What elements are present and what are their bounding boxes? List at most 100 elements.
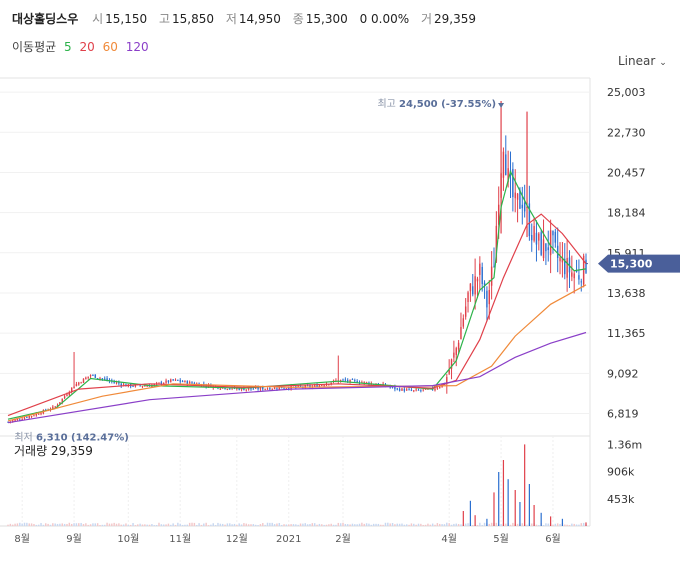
volume-bar bbox=[528, 484, 530, 526]
candle-body bbox=[285, 388, 288, 390]
scale-selector[interactable]: Linear ⌄ bbox=[618, 54, 667, 68]
candle-body bbox=[575, 271, 578, 273]
volume-bar bbox=[30, 523, 33, 526]
candle-body bbox=[106, 378, 108, 381]
candle-body bbox=[276, 388, 278, 390]
candle-body bbox=[488, 290, 490, 305]
volume-bar bbox=[14, 523, 16, 526]
candle-body bbox=[73, 386, 75, 389]
candle-body bbox=[519, 189, 521, 209]
candle-body bbox=[523, 202, 526, 212]
candle-body bbox=[316, 385, 318, 388]
candle-body bbox=[94, 374, 97, 378]
candle-body bbox=[476, 278, 479, 282]
ma-60[interactable]: 60 bbox=[102, 40, 118, 54]
volume-bar bbox=[96, 523, 99, 526]
volume-bar bbox=[521, 523, 524, 526]
volume-bar bbox=[153, 525, 155, 526]
ma-120[interactable]: 120 bbox=[125, 40, 149, 54]
price-tick-label: 20,457 bbox=[607, 166, 646, 179]
volume-bar bbox=[545, 523, 547, 526]
candle-body bbox=[573, 273, 575, 279]
volume-bar bbox=[417, 523, 420, 526]
volume-bar bbox=[273, 524, 276, 526]
volume-bar bbox=[266, 522, 269, 526]
volume-bar bbox=[505, 523, 507, 526]
candle-body bbox=[495, 225, 498, 262]
volume-title: 거래량 29,359 bbox=[14, 444, 93, 458]
volume-bar bbox=[455, 523, 457, 526]
candle-body bbox=[580, 281, 583, 283]
max-price-annotation: 최고 24,500 (-37.55%) bbox=[377, 98, 496, 110]
volume-bar bbox=[344, 523, 347, 526]
candle-body bbox=[118, 382, 120, 384]
candle-body bbox=[283, 388, 285, 390]
candle-body bbox=[566, 257, 568, 278]
volume-bar bbox=[467, 523, 469, 526]
volume-bar bbox=[262, 523, 264, 526]
candle-body bbox=[554, 231, 557, 243]
x-tick-label: 9월 bbox=[66, 533, 82, 545]
moving-average-legend[interactable]: 이동평균 5 20 60 120 bbox=[12, 38, 153, 55]
volume-bar bbox=[575, 524, 578, 526]
volume-bar bbox=[361, 522, 363, 526]
candle-body bbox=[14, 419, 16, 421]
candle-body bbox=[52, 406, 54, 409]
ma-5[interactable]: 5 bbox=[64, 40, 72, 54]
volume-bar bbox=[337, 522, 340, 526]
volume-bar bbox=[309, 524, 311, 526]
candle-body bbox=[547, 247, 549, 251]
volume-bar bbox=[148, 524, 151, 526]
ma-20[interactable]: 20 bbox=[79, 40, 95, 54]
candle-body bbox=[167, 380, 170, 383]
candle-body bbox=[469, 283, 472, 292]
volume-bar bbox=[349, 524, 351, 526]
x-tick-label: 11월 bbox=[169, 533, 191, 545]
volume-bar bbox=[318, 523, 321, 526]
volume-bar bbox=[509, 524, 512, 526]
volume-bar bbox=[351, 523, 354, 526]
volume-bar bbox=[495, 522, 498, 526]
open-value: 15,150 bbox=[105, 12, 148, 26]
candle-body bbox=[35, 413, 38, 416]
candle-body bbox=[92, 374, 94, 376]
volume-bar bbox=[127, 524, 130, 526]
volume-bar bbox=[172, 523, 174, 526]
volume-bar bbox=[245, 523, 247, 526]
volume-bar bbox=[429, 524, 432, 526]
ma-label: 이동평균 bbox=[12, 40, 57, 54]
volume-bar bbox=[280, 524, 283, 526]
volume-bar bbox=[500, 524, 502, 526]
candle-body bbox=[132, 385, 134, 387]
volume-bar bbox=[365, 523, 368, 526]
volume-bar bbox=[552, 524, 554, 526]
x-tick-label: 2021 bbox=[276, 534, 301, 545]
volume-bar bbox=[356, 524, 358, 526]
volume-bar bbox=[254, 524, 257, 526]
candle-body bbox=[146, 385, 148, 387]
candle-body bbox=[70, 387, 73, 392]
low-label: 저 bbox=[225, 12, 237, 26]
candle-body bbox=[120, 383, 122, 386]
candle-body bbox=[521, 204, 524, 209]
volume-bar bbox=[16, 523, 19, 526]
current-price-label: 15,300 bbox=[610, 258, 653, 271]
volume-bar bbox=[328, 524, 330, 526]
candle-body bbox=[89, 375, 92, 377]
volume-bar bbox=[453, 523, 455, 526]
volume-bar bbox=[554, 523, 557, 526]
candle-body bbox=[63, 396, 66, 399]
volume-bar bbox=[247, 524, 250, 526]
candle-body bbox=[184, 380, 186, 383]
candle-body bbox=[271, 388, 273, 390]
moving-average-ma20 bbox=[7, 213, 587, 417]
candle-body bbox=[582, 255, 585, 285]
volume-bar bbox=[231, 524, 233, 526]
volume-bar bbox=[313, 523, 316, 526]
high-label: 고 bbox=[158, 12, 170, 26]
volume-bar bbox=[47, 523, 49, 526]
candle-body bbox=[26, 417, 28, 419]
candle-body bbox=[410, 389, 413, 391]
volume-bar bbox=[443, 524, 446, 526]
